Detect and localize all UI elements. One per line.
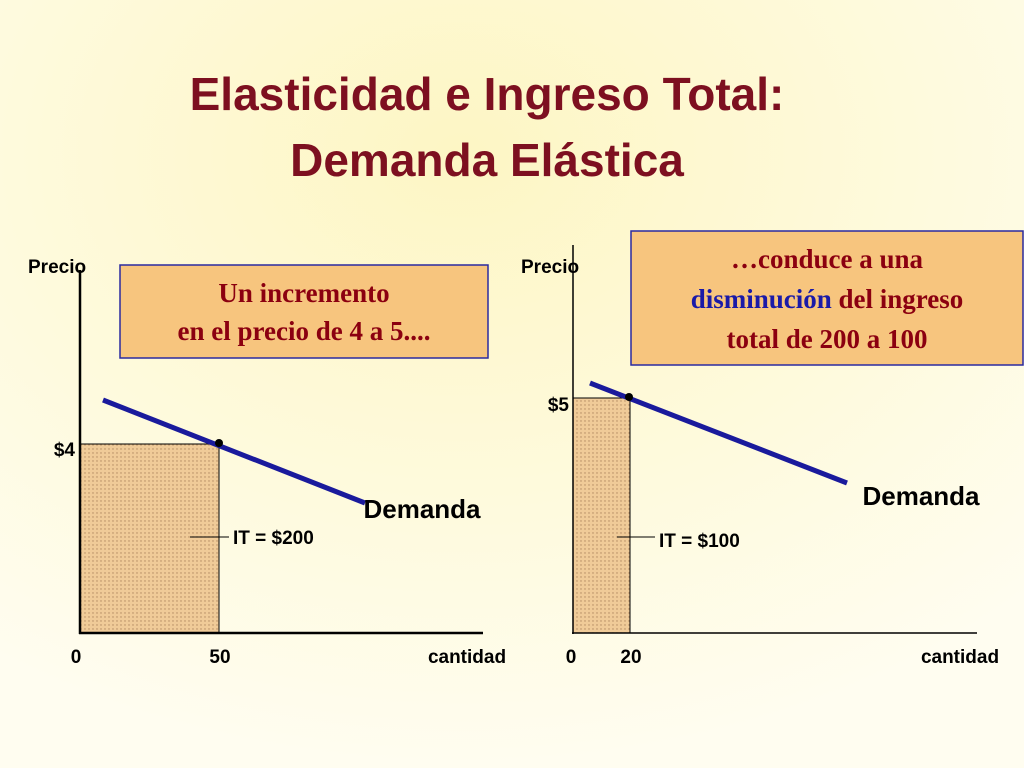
demand-line [102,397,366,506]
x-label: cantidad [428,647,506,668]
demand-line [589,380,848,486]
note: total de 200 a 100 [727,324,928,354]
note: disminución del ingreso [691,284,964,314]
title: Demanda Elástica [290,134,684,186]
y-label: Precio [28,257,86,278]
y-label: Precio [521,257,579,278]
title: Elasticidad e Ingreso Total: [190,68,785,120]
origin-label: 0 [71,647,82,668]
note-box [630,230,1024,366]
note-emphasis: disminución [691,284,832,314]
price-label: $5 [548,395,570,416]
point [215,439,223,447]
note: …conduce a una [731,244,924,274]
point [625,393,633,401]
quantity-label: 20 [620,647,641,668]
note-box [119,264,489,359]
price-label: $4 [54,440,76,461]
revenue-label: IT = $200 [233,528,314,549]
revenue-label: IT = $100 [659,531,740,552]
x-label: cantidad [921,647,999,668]
revenue-area [79,443,220,634]
note: Un incremento [218,278,389,308]
note: del ingreso [839,284,964,314]
curve-label: Demanda [363,494,481,524]
origin-label: 0 [566,647,577,668]
note: en el precio de 4 a 5.... [178,316,431,346]
revenue-area [572,397,631,634]
quantity-label: 50 [209,647,230,668]
curve-label: Demanda [862,481,980,511]
